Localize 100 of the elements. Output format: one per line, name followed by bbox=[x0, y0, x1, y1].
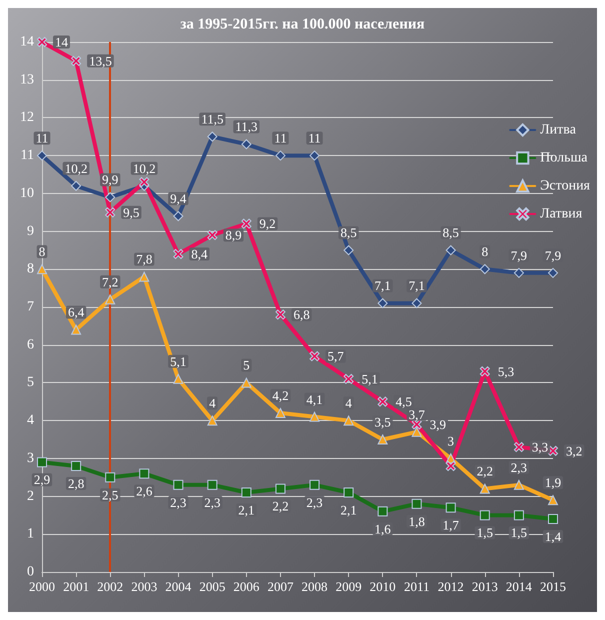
y-tick-label: 12 bbox=[20, 110, 34, 126]
point bbox=[241, 378, 252, 388]
y-tick-label: 2 bbox=[27, 488, 34, 504]
data-label: 8,9 bbox=[225, 228, 242, 243]
point bbox=[71, 56, 82, 66]
y-tick-label: 4 bbox=[27, 413, 34, 428]
point bbox=[548, 268, 558, 278]
point bbox=[344, 245, 354, 256]
data-label: 2,3 bbox=[306, 494, 323, 510]
point bbox=[548, 514, 558, 524]
data-label: 2,9 bbox=[34, 472, 50, 488]
data-label: 2,2 bbox=[272, 498, 289, 514]
data-label: 2,6 bbox=[136, 484, 153, 499]
data-label: 5,1 bbox=[170, 354, 186, 369]
x-tick-label: 2000 bbox=[29, 579, 55, 594]
point bbox=[412, 426, 422, 437]
point bbox=[173, 211, 184, 222]
point bbox=[344, 416, 354, 426]
point bbox=[105, 207, 116, 218]
data-label: 11 bbox=[308, 130, 321, 146]
data-label: 2,1 bbox=[340, 502, 357, 518]
point bbox=[37, 264, 47, 274]
point bbox=[241, 488, 252, 498]
data-label: 7,1 bbox=[374, 278, 391, 294]
data-label: 3,2 bbox=[566, 443, 582, 458]
data-label: 8,5 bbox=[442, 225, 459, 240]
data-label: 7,2 bbox=[102, 274, 118, 290]
data-label: 2,8 bbox=[68, 476, 84, 491]
data-label: 5,3 bbox=[498, 364, 514, 379]
data-label: 4,5 bbox=[396, 394, 412, 410]
y-tick-label: 9 bbox=[27, 224, 34, 239]
point bbox=[514, 480, 524, 490]
point bbox=[378, 434, 388, 444]
x-tick-label: 2014 bbox=[506, 579, 532, 594]
data-label: 7,9 bbox=[510, 248, 528, 263]
data-label: 7,9 bbox=[544, 248, 562, 263]
chart-title: за 1995-2015гг. на 100.000 населения bbox=[180, 16, 425, 32]
point bbox=[207, 132, 218, 142]
point bbox=[207, 230, 218, 240]
data-label: 3,7 bbox=[408, 406, 426, 422]
data-label: 10,2 bbox=[132, 160, 156, 176]
y-tick-label: 5 bbox=[27, 375, 34, 390]
y-tick-label: 0 bbox=[27, 564, 34, 580]
data-label: 1,5 bbox=[476, 525, 493, 540]
x-tick-label: 2001 bbox=[63, 579, 90, 594]
point bbox=[207, 416, 218, 426]
data-label: 9,2 bbox=[259, 216, 276, 232]
point bbox=[71, 180, 82, 191]
point bbox=[139, 177, 150, 188]
data-label: 2,3 bbox=[510, 460, 528, 475]
y-tick-label: 3 bbox=[27, 450, 34, 466]
data-label: 13,5 bbox=[89, 53, 112, 68]
point bbox=[412, 298, 422, 308]
x-tick-label: 2013 bbox=[472, 579, 498, 594]
point bbox=[275, 150, 286, 161]
data-label: 9,9 bbox=[102, 172, 118, 188]
point bbox=[378, 506, 388, 516]
point bbox=[446, 461, 456, 471]
point bbox=[105, 294, 116, 304]
point bbox=[344, 374, 354, 384]
y-tick-label: 6 bbox=[27, 337, 34, 352]
data-label: 1,8 bbox=[408, 514, 425, 529]
data-label: 11 bbox=[274, 130, 287, 146]
point bbox=[514, 268, 524, 278]
point bbox=[139, 468, 150, 479]
point bbox=[207, 480, 218, 490]
point bbox=[37, 150, 47, 161]
point bbox=[480, 264, 490, 274]
x-tick-label: 2005 bbox=[199, 579, 226, 594]
x-tick-label: 2007 bbox=[267, 579, 294, 594]
data-label: 2,3 bbox=[170, 494, 186, 510]
point bbox=[446, 502, 456, 513]
data-label: 1,5 bbox=[510, 525, 528, 540]
data-label: 1,4 bbox=[544, 529, 562, 544]
x-tick-label: 2004 bbox=[165, 579, 192, 594]
data-label: 4 bbox=[209, 396, 216, 411]
data-label: 2,5 bbox=[102, 487, 118, 502]
point bbox=[310, 480, 320, 490]
point bbox=[412, 498, 422, 509]
y-tick-label: 14 bbox=[20, 34, 34, 50]
data-label: 3,3 bbox=[532, 440, 548, 455]
point bbox=[105, 472, 116, 482]
data-label: 10,2 bbox=[64, 160, 88, 176]
legend-label: Эстония bbox=[540, 178, 591, 194]
data-label: 11,5 bbox=[201, 112, 224, 127]
point bbox=[378, 396, 388, 407]
data-label: 2,2 bbox=[476, 464, 493, 479]
point bbox=[173, 249, 184, 259]
data-label: 3,5 bbox=[374, 414, 391, 430]
x-tick-label: 2006 bbox=[233, 579, 260, 594]
point bbox=[480, 510, 490, 520]
data-label: 4,2 bbox=[272, 388, 289, 403]
data-label: 4,1 bbox=[306, 392, 323, 407]
point bbox=[71, 461, 82, 471]
point bbox=[275, 310, 286, 320]
data-label: 8,4 bbox=[191, 246, 208, 262]
point bbox=[275, 408, 286, 418]
point bbox=[514, 442, 524, 452]
data-label: 2,1 bbox=[238, 502, 255, 518]
x-tick-label: 2003 bbox=[131, 579, 158, 594]
